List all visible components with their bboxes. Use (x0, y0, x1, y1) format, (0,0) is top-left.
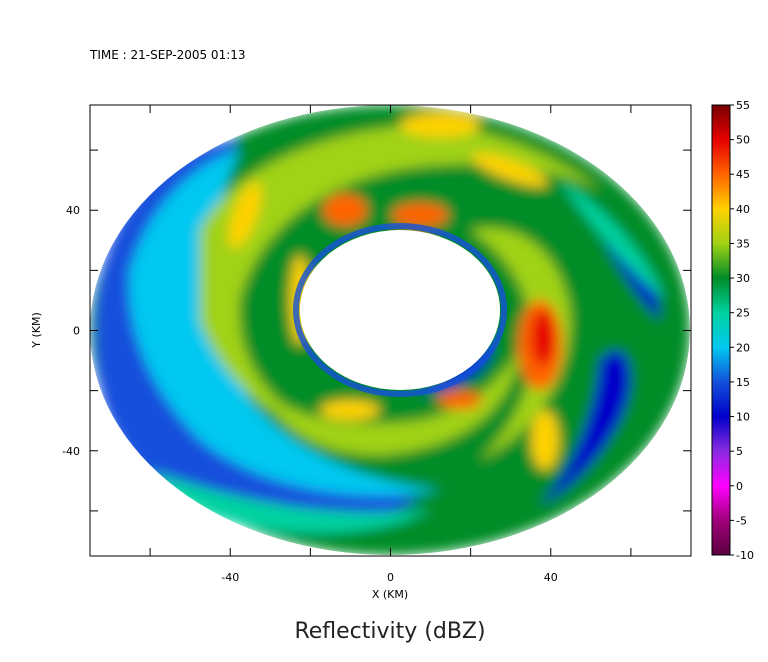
colorbar-tick-label: 20 (736, 341, 750, 354)
colorbar-tick-label: 40 (736, 203, 750, 216)
colorbar-tick-label: 45 (736, 168, 750, 181)
y-axis-label: Y (KM) (30, 312, 43, 349)
x-tick-label: 0 (387, 571, 394, 584)
chart-title: Reflectivity (dBZ) (294, 619, 485, 644)
colorbar-tick-label: 25 (736, 307, 750, 320)
colorbar-tick-label: 55 (736, 99, 750, 112)
time-label: TIME : 21-SEP-2005 01:13 (89, 48, 246, 62)
colorbar-tick-label: -5 (736, 514, 747, 527)
colorbar-tick-label: 50 (736, 134, 750, 147)
x-tick-label: 40 (544, 571, 558, 584)
colorbar-ramp (711, 104, 731, 556)
colorbar-tick-label: 0 (736, 480, 743, 493)
colorbar (711, 104, 731, 556)
colorbar-tick-label: -10 (736, 549, 754, 562)
colorbar-tick-label: 15 (736, 376, 750, 389)
x-axis-label: X (KM) (372, 588, 408, 601)
reflectivity-field (90, 105, 690, 555)
x-tick-label: -40 (221, 571, 239, 584)
colorbar-tick-label: 35 (736, 237, 750, 250)
y-tick-label: -40 (62, 445, 80, 458)
y-tick-label: 0 (73, 325, 80, 338)
y-tick-label: 40 (66, 204, 80, 217)
colorbar-tick-label: 5 (736, 445, 743, 458)
colorbar-tick-label: 30 (736, 272, 750, 285)
colorbar-tick-label: 10 (736, 411, 750, 424)
